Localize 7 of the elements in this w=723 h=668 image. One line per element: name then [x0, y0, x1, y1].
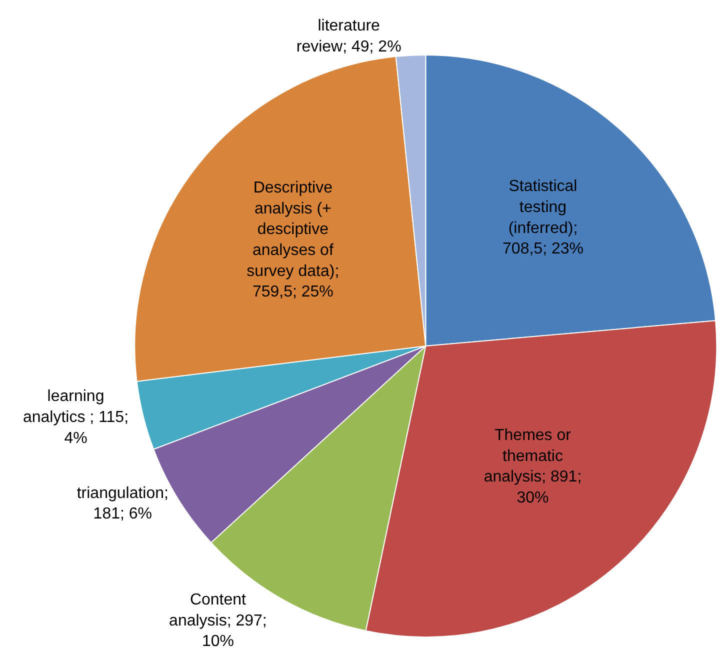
slice-label: Descriptive analysis (+ desciptive analyses of survey data); 759,5; 25%: [246, 180, 340, 301]
slice-label: Themes or thematic analysis; 891; 30%: [484, 427, 582, 506]
slice-label: Content analysis; 297; 10%: [169, 592, 267, 650]
slice-label: triangulation; 181; 6%: [76, 484, 168, 523]
slice-label: literature review; 49; 2%: [296, 18, 402, 56]
slice-label: learning analytics ; 115; 4%: [22, 388, 129, 447]
slice-label: Statistical testing (inferred); 708,5; 23%: [502, 178, 584, 258]
